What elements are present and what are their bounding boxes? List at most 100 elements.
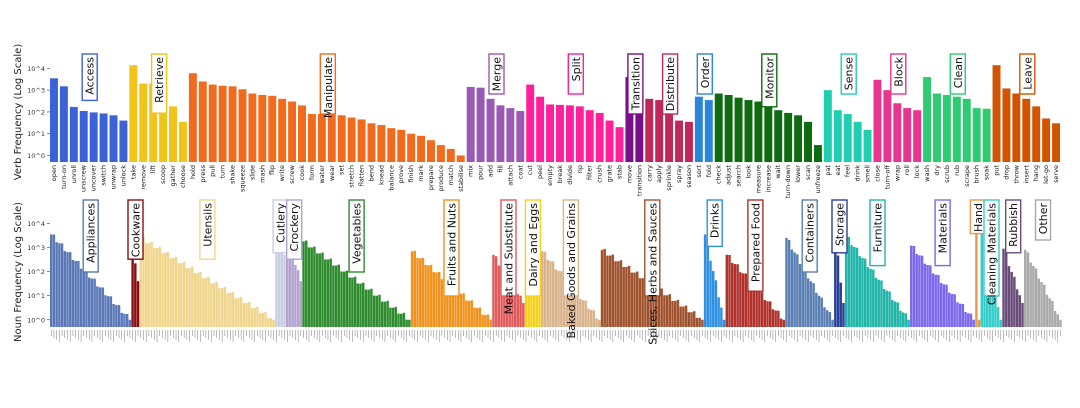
- noun-bar-containers: [785, 237, 788, 327]
- verb-x-label: feel: [844, 165, 852, 177]
- noun-bar-appliances: [85, 269, 88, 327]
- verb-bar-monitor: [714, 93, 723, 162]
- verb-bar-manipulate: [456, 155, 465, 162]
- verb-bar-manipulate: [337, 115, 346, 162]
- noun-y-axis-title: Noun Frequency (Log Scale): [13, 202, 24, 342]
- noun-bar-rubbish: [1005, 253, 1008, 327]
- noun-bar-fruits-and-nuts: [448, 286, 452, 327]
- noun-bar-vegetables: [302, 241, 305, 327]
- verb-bar-manipulate: [238, 89, 247, 162]
- noun-bar-vegetables: [313, 246, 316, 327]
- noun-bar-materials: [948, 292, 951, 327]
- verb-x-label: let-go: [1042, 165, 1050, 184]
- verb-x-label: add: [487, 165, 495, 177]
- noun-bar-crockery: [288, 245, 292, 327]
- verb-bar-clean: [942, 94, 951, 162]
- verb-bars: [50, 65, 1061, 162]
- verb-x-label: produce: [437, 165, 445, 191]
- verb-x-label: finish: [407, 165, 415, 183]
- noun-bar-spices-herbs-and-sauces: [608, 255, 612, 327]
- verb-bar-manipulate: [357, 119, 366, 162]
- noun-category-label: Other: [1037, 203, 1050, 235]
- noun-bar-storage: [836, 255, 840, 327]
- verb-bar-block: [883, 90, 892, 162]
- noun-bar-fruits-and-nuts: [481, 314, 484, 327]
- noun-bar-baked-goods-and-grains: [546, 259, 549, 327]
- noun-panel: Noun Frequency (Log Scale) 10^010^110^21…: [13, 199, 1062, 345]
- verb-x-label: brush: [973, 165, 981, 183]
- noun-bar-containers: [817, 295, 821, 327]
- verb-bar-retrieve: [159, 86, 168, 162]
- noun-bar-prepared-food: [771, 309, 775, 327]
- verb-bar-merge: [486, 98, 495, 162]
- noun-bar-appliances: [96, 286, 99, 327]
- noun-bar-rubbish: [1002, 248, 1005, 327]
- noun-bar-prepared-food: [755, 290, 758, 327]
- noun-bar-other: [1037, 278, 1041, 327]
- noun-bar-spices-herbs-and-sauces: [627, 265, 631, 327]
- noun-bar-materials: [929, 265, 932, 327]
- verb-category-labels: Access Retrieve Manipulate Merge Split Transi…: [81, 53, 1036, 118]
- noun-bar-utensils: [177, 263, 180, 327]
- noun-bar-appliances: [58, 243, 61, 327]
- noun-bar-containers: [801, 266, 804, 327]
- noun-bar-containers: [796, 254, 799, 327]
- verb-x-label: unwrap: [110, 165, 118, 189]
- noun-bar-baked-goods-and-grains: [565, 280, 568, 327]
- verb-bar-monitor: [724, 94, 733, 162]
- noun-category-label: Utensils: [201, 203, 214, 247]
- verb-x-label: balance: [387, 165, 395, 191]
- noun-bar-vegetables: [310, 247, 313, 327]
- noun-bar-vegetables: [405, 319, 408, 327]
- verb-bar-sense: [863, 129, 872, 162]
- noun-bar-meat-and-substitute: [513, 291, 517, 327]
- verb-x-label: wait: [774, 165, 782, 179]
- noun-bar-vegetables: [375, 295, 379, 327]
- noun-bar-vegetables: [397, 313, 400, 327]
- noun-bar-containers: [798, 263, 802, 327]
- verb-x-label: open: [50, 165, 58, 181]
- noun-bar-furniture: [907, 319, 910, 327]
- verb-bar-access: [79, 111, 88, 162]
- noun-bar-cutlery: [277, 244, 281, 327]
- noun-bar-materials: [912, 245, 916, 327]
- noun-bar-containers: [831, 319, 834, 327]
- verb-x-label: increase: [764, 165, 772, 192]
- verb-tick-label: 10^2: [27, 108, 45, 116]
- noun-bar-other: [1034, 268, 1038, 327]
- noun-bar-containers: [787, 239, 791, 327]
- noun-category-box-rubbish: [1005, 199, 1022, 254]
- verb-x-label: put: [993, 165, 1001, 176]
- noun-bar-prepared-food: [774, 310, 777, 327]
- verb-bar-transition: [625, 77, 634, 162]
- noun-bar-vegetables: [324, 259, 327, 327]
- noun-bar-appliances: [117, 305, 121, 327]
- noun-bar-vegetables: [381, 301, 384, 327]
- verb-category-label: Split: [570, 56, 583, 81]
- verb-bar-retrieve: [149, 83, 158, 162]
- noun-bar-crockery: [294, 264, 297, 327]
- noun-bar-spices-herbs-and-sauces: [676, 299, 680, 327]
- verb-bar-distribute: [665, 110, 674, 162]
- verb-category-label: Retrieve: [153, 57, 166, 103]
- noun-bar-materials: [964, 312, 967, 327]
- noun-bar-spices-herbs-and-sauces: [657, 289, 661, 327]
- noun-bar-spices-herbs-and-sauces: [695, 317, 699, 327]
- noun-category-label: Furniture: [872, 203, 885, 253]
- verb-x-label: measure: [754, 165, 762, 193]
- verb-bar-split: [575, 106, 584, 162]
- noun-bar-rubbish: [1021, 302, 1024, 327]
- noun-bar-appliances: [63, 251, 67, 327]
- verb-x-label: adjust: [725, 165, 733, 185]
- noun-bar-other: [1053, 310, 1057, 327]
- verb-x-label: pull: [209, 165, 217, 177]
- noun-category-label: Prepared Food: [749, 203, 762, 282]
- verb-bar-split: [585, 110, 594, 162]
- noun-bar-utensils: [188, 268, 191, 327]
- noun-bar-baked-goods-and-grains: [576, 290, 579, 327]
- noun-category-label: Rubbish: [1007, 203, 1020, 247]
- noun-bar-crockery: [291, 258, 294, 327]
- noun-category-label: Meat and Substitute: [503, 203, 516, 315]
- verb-x-label: close: [873, 165, 881, 182]
- noun-bar-spices-herbs-and-sauces: [687, 312, 691, 327]
